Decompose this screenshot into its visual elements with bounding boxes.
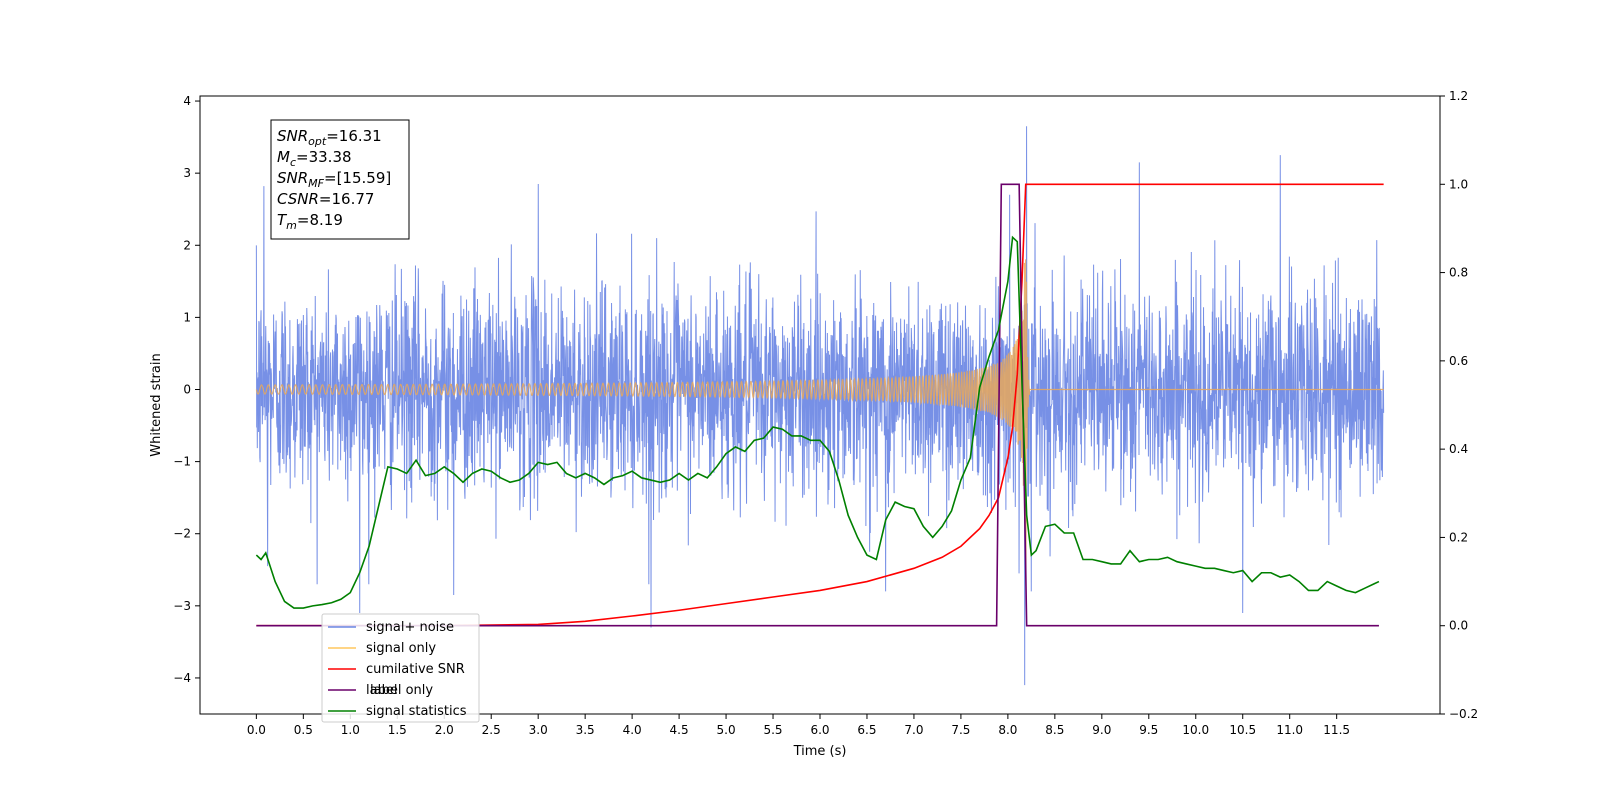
legend-frame	[321, 613, 480, 723]
y-axis-label: Whitened strain	[149, 353, 164, 456]
y2-tick-label: 0.6	[1449, 354, 1468, 368]
info-box-row: Tm=8.19	[277, 211, 343, 232]
cumulative-snr-line	[256, 183, 1384, 627]
series-signal-statistics	[255, 235, 1380, 609]
x-tick-label: 7.0	[904, 723, 923, 737]
x-tick-label: 3.5	[576, 723, 595, 737]
info-box-row: Mc=33.38	[277, 148, 352, 169]
legend-entry: cumilative SNR	[366, 662, 465, 677]
legend-entry: label	[366, 683, 397, 698]
x-tick-label: 2.5	[482, 723, 501, 737]
y2-tick-label: 1.0	[1449, 177, 1468, 191]
y2-axis-ticks: 1.2 1.0 0.8 0.6 0.4 0.2 0.0 −0.2	[1440, 89, 1478, 721]
info-box: SNRopt=16.31Mc=33.38SNRMF=[15.59]CSNR=16…	[270, 119, 410, 240]
x-tick-label: 6.0	[810, 723, 829, 737]
y2-tick-label: 1.2	[1449, 89, 1468, 103]
x-tick-label: 8.5	[1045, 723, 1064, 737]
y2-tick-label: −0.2	[1449, 707, 1478, 721]
x-tick-label: 1.0	[341, 723, 360, 737]
x-tick-label: 4.5	[670, 723, 689, 737]
x-tick-label: 5.5	[763, 723, 782, 737]
x-tick-label: 11.5	[1323, 723, 1350, 737]
x-tick-label: 3.0	[529, 723, 548, 737]
signal-noise-line	[255, 126, 1385, 686]
x-tick-label: 8.0	[998, 723, 1017, 737]
x-tick-label: 9.0	[1092, 723, 1111, 737]
x-tick-label: 7.5	[951, 723, 970, 737]
series-signal-noise	[255, 126, 1385, 686]
legend-entry: signal statistics	[366, 704, 467, 719]
legend-entry: signal only	[366, 641, 436, 656]
info-box-frame	[270, 119, 410, 240]
x-axis-ticks: 0.0 0.5 1.0 1.5 2.0 2.5 3.0 3.5 4.0 4.5 5.0 5.5 6.0 6…	[247, 714, 1350, 737]
x-tick-label: 0.5	[294, 723, 313, 737]
series-label	[256, 183, 1379, 627]
x-tick-label: 0.0	[247, 723, 266, 737]
signal-only-line	[255, 259, 1384, 586]
x-tick-label: 9.5	[1139, 723, 1158, 737]
legend-entry: signal+ noise	[366, 620, 454, 635]
y-tick-label: 4	[183, 94, 191, 108]
series-signal-only	[255, 259, 1384, 586]
info-box-row: SNRopt=16.31	[277, 127, 382, 148]
y-tick-label: −1	[173, 455, 191, 469]
y-tick-label: 3	[183, 166, 191, 180]
x-tick-label: 6.5	[857, 723, 876, 737]
info-box-row: SNRMF=[15.59]	[277, 169, 391, 190]
x-tick-label: 2.0	[435, 723, 454, 737]
series-cumulative-snr	[256, 183, 1384, 627]
y2-tick-label: 0.2	[1449, 530, 1468, 544]
y-tick-label: 1	[183, 310, 191, 324]
y-tick-label: −2	[173, 527, 191, 541]
y-axis-ticks: 4 3 2 1 0 −1 −2 −3 −4	[173, 94, 200, 685]
legend: label only signal+ noise signal only cumila…	[321, 613, 480, 723]
x-tick-label: 4.0	[623, 723, 642, 737]
legend-hidden-label: label only	[370, 683, 433, 698]
y2-tick-label: 0.0	[1449, 619, 1468, 633]
y-tick-label: 0	[183, 382, 191, 396]
x-axis-label: Time (s)	[793, 744, 847, 759]
y-tick-label: −4	[173, 671, 191, 685]
signal-statistics-line	[255, 235, 1380, 609]
info-box-row: CSNR=16.77	[277, 190, 374, 208]
y-tick-label: 2	[183, 238, 191, 252]
x-tick-label: 5.0	[717, 723, 736, 737]
y-tick-label: −3	[173, 599, 191, 613]
x-tick-label: 10.5	[1229, 723, 1256, 737]
y2-tick-label: 0.4	[1449, 442, 1468, 456]
x-tick-label: 1.5	[388, 723, 407, 737]
x-tick-label: 10.0	[1182, 723, 1209, 737]
y2-tick-label: 0.8	[1449, 266, 1468, 280]
x-tick-label: 11.0	[1276, 723, 1303, 737]
label-line	[256, 183, 1379, 627]
